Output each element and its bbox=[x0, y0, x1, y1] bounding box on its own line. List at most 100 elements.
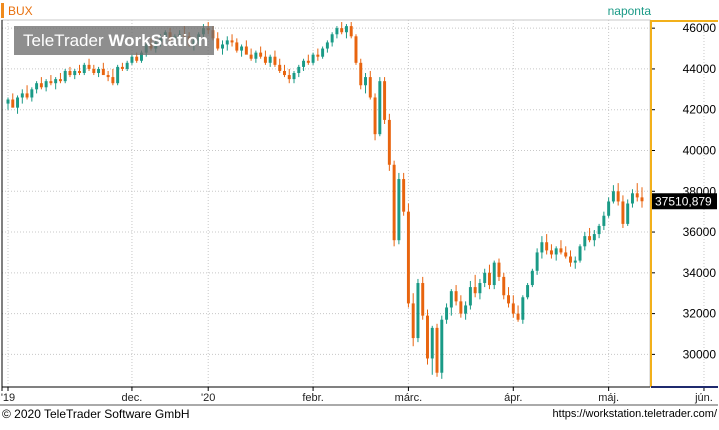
candle-body bbox=[82, 64, 86, 74]
y-tick-label: 44000 bbox=[683, 62, 717, 76]
candle-body bbox=[25, 93, 29, 98]
candle-body bbox=[387, 119, 391, 165]
candle-body bbox=[492, 262, 496, 286]
candle-body bbox=[39, 83, 43, 88]
candle-body bbox=[97, 68, 101, 74]
period-selector[interactable]: naponta bbox=[607, 4, 651, 18]
candle-body bbox=[635, 193, 639, 198]
candle-body bbox=[344, 26, 348, 33]
candle-body bbox=[621, 201, 625, 224]
x-tick-label: márc. bbox=[395, 392, 423, 404]
candle-body bbox=[354, 36, 358, 63]
candle-body bbox=[87, 64, 91, 69]
candle-body bbox=[221, 44, 224, 49]
candle-body bbox=[545, 242, 549, 251]
candle-body bbox=[63, 70, 67, 82]
candle-body bbox=[502, 276, 506, 296]
instrument-color-marker bbox=[1, 3, 4, 18]
candle-body bbox=[530, 270, 534, 286]
candle-body bbox=[640, 197, 644, 202]
candle-body bbox=[130, 56, 134, 63]
candle-body bbox=[216, 38, 220, 49]
candle-body bbox=[101, 68, 105, 76]
candle-body bbox=[588, 236, 592, 241]
candle-body bbox=[630, 193, 634, 204]
y-tick-label: 40000 bbox=[683, 143, 717, 157]
candle-body bbox=[16, 97, 20, 108]
candle-body bbox=[321, 48, 325, 57]
candle-body bbox=[597, 225, 601, 235]
candle-body bbox=[611, 191, 615, 202]
candle-body bbox=[478, 283, 482, 294]
candle-body bbox=[378, 81, 382, 135]
candle-body bbox=[139, 52, 143, 61]
last-price-label: 37510,879 bbox=[655, 194, 712, 208]
candle-body bbox=[58, 79, 62, 82]
candle-body bbox=[244, 46, 248, 55]
candle-body bbox=[349, 26, 353, 37]
watermark-product: WorkStation bbox=[108, 31, 209, 50]
x-tick-label: ápr. bbox=[504, 392, 522, 404]
candle-body bbox=[340, 28, 344, 33]
candle-body bbox=[292, 73, 296, 80]
candle-body bbox=[464, 305, 468, 314]
candle-body bbox=[268, 56, 272, 63]
candle-body bbox=[459, 301, 463, 314]
candle-body bbox=[297, 66, 301, 74]
x-tick-label: febr. bbox=[302, 392, 323, 404]
candle-body bbox=[20, 93, 24, 98]
candle-body bbox=[230, 40, 234, 43]
y-tick-label: 46000 bbox=[683, 21, 717, 35]
candle-body bbox=[306, 60, 310, 63]
candle-body bbox=[468, 287, 472, 306]
candle-body bbox=[440, 319, 444, 373]
candle-body bbox=[559, 248, 563, 253]
last-price-tag bbox=[652, 193, 717, 210]
candle-body bbox=[497, 262, 501, 277]
candle-body bbox=[383, 81, 387, 120]
candle-body bbox=[540, 242, 544, 253]
candle-body bbox=[311, 54, 315, 63]
candle-body bbox=[607, 201, 611, 216]
candle-body bbox=[263, 56, 267, 63]
x-tick-label: dec. bbox=[122, 392, 143, 404]
candle-body bbox=[526, 285, 530, 298]
candle-body bbox=[54, 79, 58, 84]
candle-body bbox=[554, 248, 558, 255]
candle-body bbox=[473, 287, 477, 294]
source-url-link[interactable]: https://workstation.teletrader.com/ bbox=[552, 408, 717, 420]
candle-body bbox=[73, 70, 77, 76]
candle-body bbox=[44, 81, 48, 88]
candle-body bbox=[402, 179, 406, 212]
candle-body bbox=[454, 291, 458, 302]
y-tick-label: 42000 bbox=[683, 103, 717, 117]
candle-body bbox=[483, 272, 487, 284]
candle-body bbox=[359, 62, 363, 86]
candle-body bbox=[578, 246, 582, 261]
y-tick-label: 32000 bbox=[683, 307, 717, 321]
candle-body bbox=[120, 66, 124, 69]
candle-body bbox=[626, 203, 630, 224]
candle-body bbox=[426, 315, 429, 359]
candle-body bbox=[406, 211, 410, 304]
candle-body bbox=[507, 295, 511, 304]
candle-body bbox=[278, 64, 282, 71]
candle-body bbox=[449, 291, 453, 308]
candle-body bbox=[125, 62, 129, 69]
watermark-logo: TeleTrader WorkStation bbox=[14, 26, 214, 55]
candle-body bbox=[11, 99, 15, 108]
candle-body bbox=[511, 303, 515, 314]
x-tick-label: máj. bbox=[598, 392, 619, 404]
candle-body bbox=[6, 99, 10, 104]
candle-body bbox=[92, 68, 96, 74]
candle-body bbox=[397, 179, 401, 241]
candle-body bbox=[411, 303, 415, 339]
candle-body bbox=[49, 81, 53, 84]
candle-body bbox=[240, 46, 244, 51]
candle-body bbox=[30, 89, 34, 98]
candle-body bbox=[435, 327, 439, 373]
candle-body bbox=[330, 34, 334, 43]
candle-body bbox=[569, 256, 572, 263]
